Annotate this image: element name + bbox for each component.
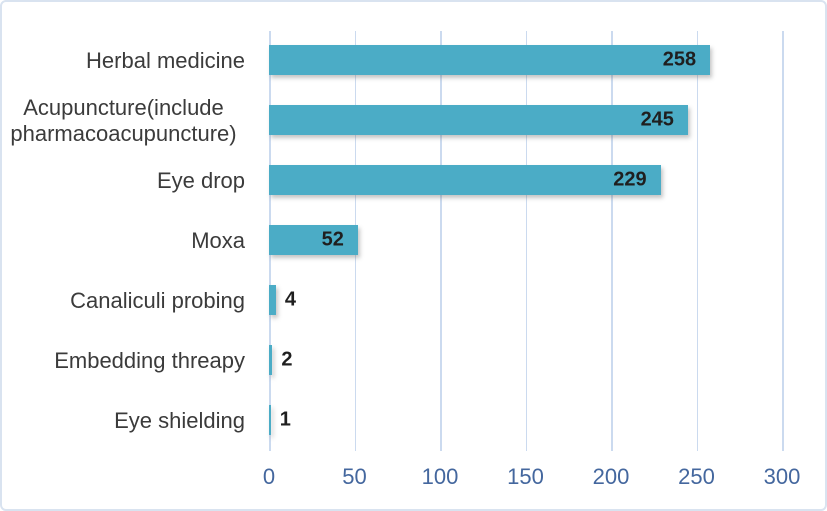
x-tick-label: 100: [421, 464, 459, 489]
bar-value-label: 52: [321, 228, 344, 251]
category-label-text: Eye shielding: [114, 408, 245, 433]
category-labels-column: Herbal medicine Acupuncture(include pharm…: [2, 31, 257, 451]
category-label: Acupuncture(include pharmacoacupuncture): [2, 91, 257, 151]
gridline: [696, 31, 698, 451]
bar-value-label: 2: [281, 348, 293, 371]
category-label: Moxa: [2, 211, 257, 271]
bar-row: 52: [269, 211, 812, 271]
category-label-text: Acupuncture(include pharmacoacupuncture): [10, 95, 237, 146]
category-label-text: Embedding threapy: [54, 348, 245, 373]
x-tick-label: 0: [262, 464, 276, 489]
bar: [269, 225, 358, 255]
category-label: Embedding threapy: [2, 331, 257, 391]
category-label-text: Moxa: [191, 228, 245, 253]
category-label: Eye drop: [2, 151, 257, 211]
plot-area: 258 245 229 52 4 2 1: [269, 31, 812, 451]
category-label-text: Eye drop: [156, 168, 245, 193]
bar-value-label: 1: [279, 408, 291, 431]
bar-row: 2: [269, 331, 812, 391]
x-tick-label: 250: [678, 464, 715, 489]
bar-row: 258: [269, 31, 812, 91]
bar-row: 245: [269, 91, 812, 151]
category-label: Eye shielding: [2, 391, 257, 451]
bar-row: 229: [269, 151, 812, 211]
gridline: [525, 31, 527, 451]
x-tick-label: 200: [592, 464, 630, 489]
x-axis-tick-labels: 0 50 100 150 200 250 300: [2, 464, 825, 492]
category-label: Canaliculi probing: [2, 271, 257, 331]
bar-row: 4: [269, 271, 812, 331]
gridline: [782, 31, 784, 451]
category-label-text: Herbal medicine: [86, 48, 245, 73]
bar-value-label: 4: [284, 288, 296, 311]
x-tick-label: 50: [342, 464, 367, 489]
bar-value-label: 245: [640, 108, 674, 131]
category-label-text: Canaliculi probing: [70, 288, 245, 313]
bar: [269, 345, 273, 375]
bar: [269, 165, 661, 195]
gridline: [440, 31, 442, 451]
bar-row: 1: [269, 391, 812, 451]
gridline: [611, 31, 613, 451]
x-tick-label: 150: [507, 464, 544, 489]
bar: [269, 285, 276, 315]
bar: [269, 405, 271, 435]
bar: [269, 45, 711, 75]
bar: [269, 105, 688, 135]
bar-value-label: 258: [662, 48, 697, 71]
bar-value-label: 229: [613, 168, 647, 191]
x-tick-label: 300: [763, 464, 801, 489]
category-label: Herbal medicine: [2, 31, 257, 91]
